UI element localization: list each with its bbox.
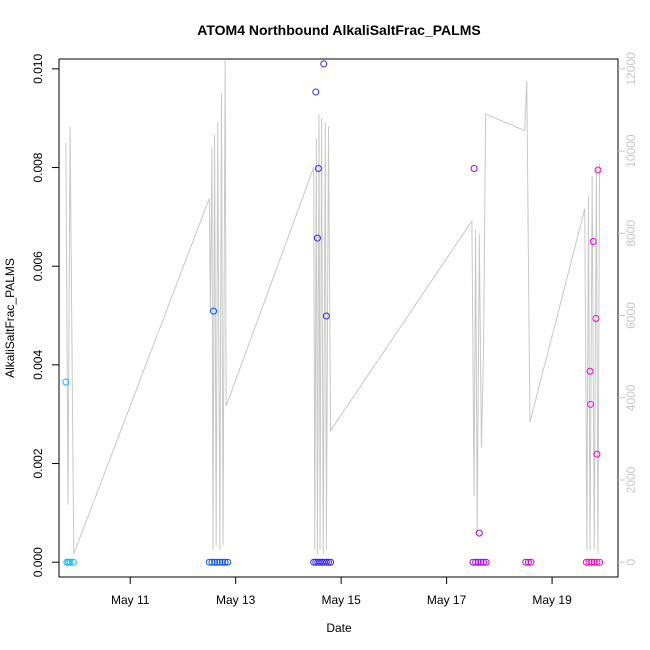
data-point bbox=[474, 558, 482, 566]
data-point bbox=[522, 558, 530, 566]
data-point bbox=[313, 234, 321, 242]
x-axis: May 11 May 13 May 15 May 17 May 19 bbox=[111, 577, 572, 607]
data-point bbox=[224, 558, 232, 566]
y-tick-label: 0.000 bbox=[31, 547, 45, 577]
data-point bbox=[470, 165, 478, 173]
data-point bbox=[62, 378, 70, 386]
data-point bbox=[472, 558, 480, 566]
y-tick-label: 0.008 bbox=[31, 152, 45, 182]
data-point bbox=[327, 558, 335, 566]
data-point bbox=[322, 558, 330, 566]
x-tick-label: May 15 bbox=[321, 593, 361, 607]
data-point bbox=[592, 314, 600, 322]
x-tick-label: May 13 bbox=[216, 593, 256, 607]
data-point bbox=[582, 558, 590, 566]
plot-frame bbox=[58, 58, 619, 578]
data-point bbox=[221, 558, 229, 566]
y-tick-label: 0.004 bbox=[31, 350, 45, 380]
series-point-layer bbox=[62, 60, 604, 566]
data-point bbox=[475, 529, 483, 537]
data-point bbox=[216, 558, 224, 566]
chart-title: ATOM4 Northbound AlkaliSaltFrac_PALMS bbox=[197, 22, 480, 38]
y2-tick-label: 2000 bbox=[624, 466, 638, 493]
series-line-layer bbox=[65, 60, 601, 555]
data-point bbox=[477, 558, 485, 566]
y2-tick-label: 0 bbox=[624, 559, 638, 566]
data-point bbox=[69, 558, 77, 566]
data-point bbox=[596, 558, 604, 566]
data-point bbox=[66, 558, 74, 566]
y2-axis: 0 2000 4000 6000 8000 10000 12000 bbox=[618, 52, 638, 566]
data-point bbox=[587, 400, 595, 408]
y-tick-label: 0.006 bbox=[31, 251, 45, 281]
y2-tick-label: 10000 bbox=[624, 134, 638, 168]
x-tick-label: May 19 bbox=[532, 593, 572, 607]
y-tick-label: 0.002 bbox=[31, 448, 45, 478]
x-tick-label: May 17 bbox=[427, 593, 467, 607]
data-point bbox=[208, 558, 216, 566]
y2-tick-label: 6000 bbox=[624, 302, 638, 329]
data-point bbox=[218, 558, 226, 566]
y-axis-label: AlkaliSaltFrac_PALMS bbox=[3, 258, 17, 378]
x-tick-label: May 11 bbox=[111, 593, 150, 607]
y2-tick-label: 12000 bbox=[624, 52, 638, 86]
data-point bbox=[314, 165, 322, 173]
data-point bbox=[594, 166, 602, 174]
data-point bbox=[527, 558, 535, 566]
data-point bbox=[210, 307, 218, 315]
data-point bbox=[211, 558, 219, 566]
series-line bbox=[65, 60, 601, 555]
data-point bbox=[586, 367, 594, 375]
data-point bbox=[324, 558, 332, 566]
data-point bbox=[589, 238, 597, 246]
data-point bbox=[588, 558, 596, 566]
y-tick-label: 0.010 bbox=[31, 54, 45, 84]
data-point bbox=[322, 312, 330, 320]
y2-tick-label: 4000 bbox=[624, 384, 638, 411]
data-point bbox=[213, 558, 221, 566]
data-point bbox=[593, 558, 601, 566]
data-point bbox=[469, 558, 477, 566]
data-point bbox=[482, 558, 490, 566]
data-point bbox=[205, 558, 213, 566]
data-point bbox=[480, 558, 488, 566]
y-axis: 0.000 0.002 0.004 0.006 0.008 0.010 bbox=[31, 54, 59, 577]
data-point bbox=[593, 450, 601, 458]
data-point bbox=[320, 60, 328, 68]
data-point bbox=[312, 88, 320, 96]
data-point bbox=[590, 558, 598, 566]
x-axis-label: Date bbox=[326, 621, 352, 635]
y2-tick-label: 8000 bbox=[624, 220, 638, 247]
data-point bbox=[524, 558, 532, 566]
data-point bbox=[585, 558, 593, 566]
